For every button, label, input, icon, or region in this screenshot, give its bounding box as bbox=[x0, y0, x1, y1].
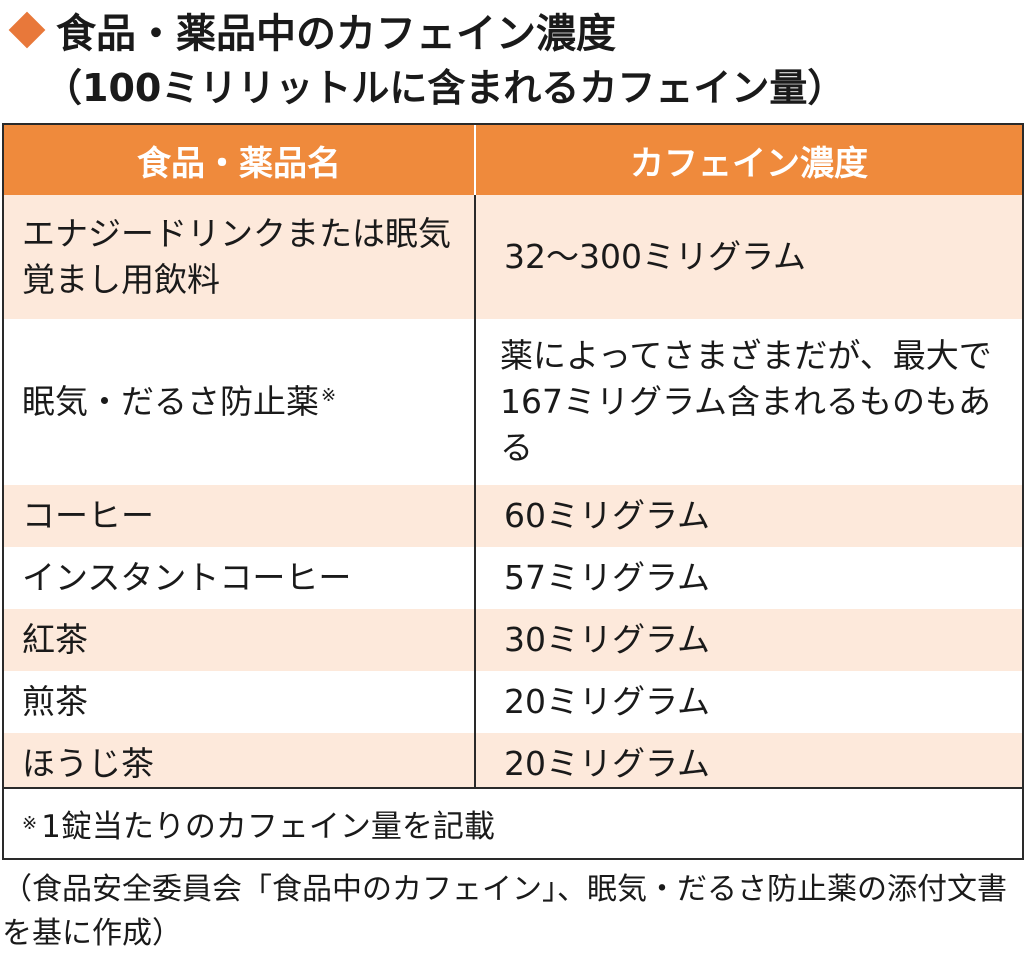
row-value-cell: 32〜300ミリグラム bbox=[476, 195, 1022, 319]
row-name: コーヒー bbox=[22, 496, 154, 535]
row-name-cell: インスタントコーヒー bbox=[4, 547, 476, 609]
row-name-wrap: 眠気・だるさ防止薬 ※ bbox=[22, 379, 336, 425]
table-footnote: ※ 1錠当たりのカフェイン量を記載 bbox=[4, 787, 1022, 858]
caffeine-table: 食品・薬品名 カフェイン濃度 エナジードリンクまたは眠気覚まし用飲料 32〜30… bbox=[2, 123, 1024, 860]
table-row: 眠気・だるさ防止薬 ※ 薬によってさまざまだが、最大で167ミリグラム含まれるもの… bbox=[4, 319, 1022, 485]
page-title-text: 食品・薬品中のカフェイン濃度 bbox=[56, 11, 616, 57]
source-note: （食品安全委員会「食品中のカフェイン」、眠気・だるさ防止薬の添付文書を基に作成） bbox=[2, 872, 1007, 951]
header-caffeine-concentration: カフェイン濃度 bbox=[630, 143, 868, 184]
table-row: ほうじ茶 20ミリグラム bbox=[4, 733, 1022, 795]
row-name: エナジードリンクまたは眠気覚まし用飲料 bbox=[22, 214, 451, 299]
row-value-cell: 57ミリグラム bbox=[476, 547, 1022, 609]
table-row: インスタントコーヒー 57ミリグラム bbox=[4, 547, 1022, 609]
row-value: 20ミリグラム bbox=[504, 744, 711, 783]
row-name-cell: 紅茶 bbox=[4, 609, 476, 671]
table-row: エナジードリンクまたは眠気覚まし用飲料 32〜300ミリグラム bbox=[4, 195, 1022, 319]
row-value: 20ミリグラム bbox=[504, 682, 711, 721]
table-body: エナジードリンクまたは眠気覚まし用飲料 32〜300ミリグラム 眠気・だるさ防止… bbox=[4, 195, 1022, 795]
orange-diamond-icon bbox=[8, 11, 46, 49]
row-name-cell: 煎茶 bbox=[4, 671, 476, 733]
row-value: 57ミリグラム bbox=[504, 558, 711, 597]
row-name: 煎茶 bbox=[22, 682, 88, 721]
footnote-text: 1錠当たりのカフェイン量を記載 bbox=[41, 809, 495, 845]
table-row: コーヒー 60ミリグラム bbox=[4, 485, 1022, 547]
row-value: 30ミリグラム bbox=[504, 620, 711, 659]
row-name: 眠気・だるさ防止薬 bbox=[22, 382, 319, 421]
table-row: 紅茶 30ミリグラム bbox=[4, 609, 1022, 671]
row-name: ほうじ茶 bbox=[22, 744, 154, 783]
row-name-cell: 眠気・だるさ防止薬 ※ bbox=[4, 319, 476, 485]
table-row: 煎茶 20ミリグラム bbox=[4, 671, 1022, 733]
row-name-cell: エナジードリンクまたは眠気覚まし用飲料 bbox=[4, 195, 476, 319]
row-value: 薬によってさまざまだが、最大で167ミリグラム含まれるものもある bbox=[500, 336, 992, 467]
row-value-cell: 薬によってさまざまだが、最大で167ミリグラム含まれるものもある bbox=[476, 319, 1022, 485]
row-value-cell: 30ミリグラム bbox=[476, 609, 1022, 671]
footnote-mark: ※ bbox=[22, 813, 38, 834]
footnote-mark: ※ bbox=[321, 385, 337, 406]
table-header: 食品・薬品名 カフェイン濃度 bbox=[4, 125, 1022, 195]
row-name: 紅茶 bbox=[22, 620, 88, 659]
row-name: インスタントコーヒー bbox=[22, 558, 352, 597]
row-value-cell: 20ミリグラム bbox=[476, 671, 1022, 733]
row-value-cell: 60ミリグラム bbox=[476, 485, 1022, 547]
row-name-cell: ほうじ茶 bbox=[4, 733, 476, 795]
row-value-cell: 20ミリグラム bbox=[476, 733, 1022, 795]
page-subtitle: （100ミリリットルに含まれるカフェイン量） bbox=[44, 66, 846, 110]
row-name-cell: コーヒー bbox=[4, 485, 476, 547]
header-food-drug-name: 食品・薬品名 bbox=[4, 125, 476, 195]
row-value: 32〜300ミリグラム bbox=[504, 237, 806, 276]
row-value: 60ミリグラム bbox=[504, 496, 711, 535]
page-title: 食品・薬品中のカフェイン濃度 bbox=[2, 4, 616, 57]
